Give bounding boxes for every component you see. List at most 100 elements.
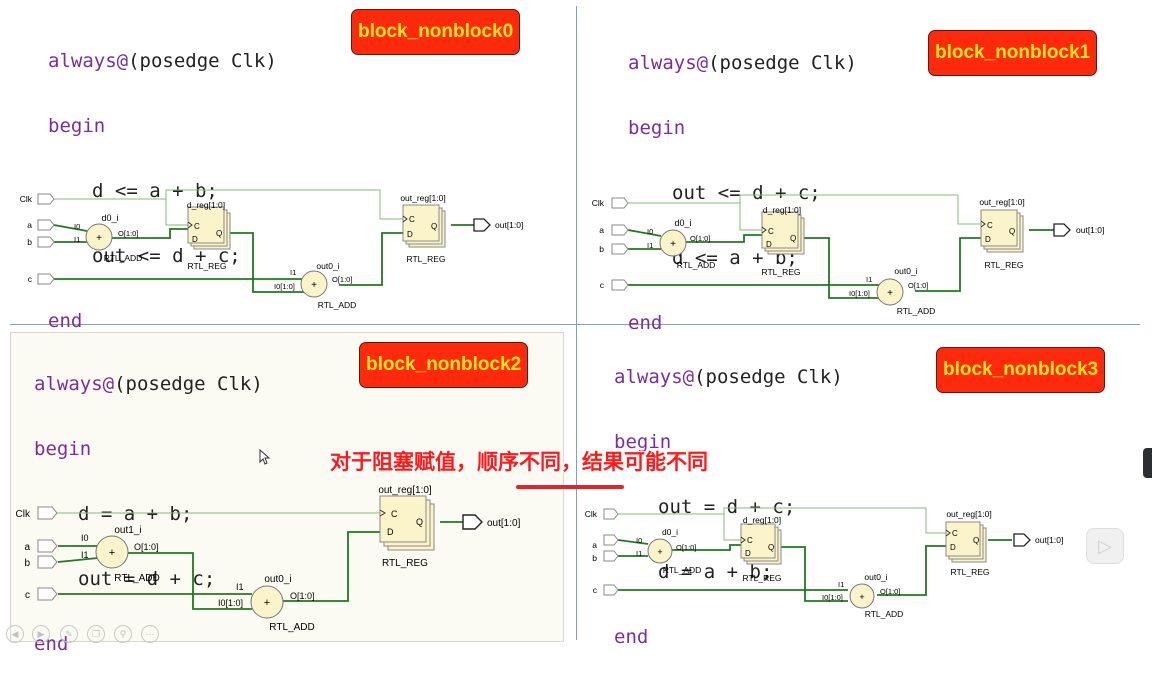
adder-type: RTL_ADD xyxy=(318,300,357,310)
register-type: RTL_REG xyxy=(187,261,226,271)
adder-pin-o: O[1:0] xyxy=(676,543,696,552)
clk-port-label: Clk xyxy=(585,509,598,519)
adder-symbol: + xyxy=(264,597,270,609)
register-pin-q: Q xyxy=(768,543,774,552)
search-icon[interactable]: ⚲ xyxy=(114,625,132,643)
adder-type: RTL_ADD xyxy=(897,306,936,316)
register-instance: d_reg[1:0] xyxy=(187,200,225,210)
adder-pin-o: O[1:0] xyxy=(880,587,900,596)
code-line-4: out = d + c; xyxy=(78,567,216,590)
panel-1-badge: block_nonblock1 xyxy=(928,30,1098,76)
code-line-5: end xyxy=(48,309,83,332)
pen-icon[interactable]: ✎ xyxy=(60,625,78,643)
c-port-label: c xyxy=(593,585,598,595)
b-port-label: b xyxy=(24,558,30,569)
output-port-label: out[1:0] xyxy=(487,518,521,529)
register-instance: out_reg[1:0] xyxy=(979,197,1024,207)
adder-instance: out0_i xyxy=(264,574,291,585)
play-icon[interactable]: ▶ xyxy=(32,625,50,643)
code-line-3: out <= d + c; xyxy=(672,181,821,204)
code-line-5: end xyxy=(614,625,649,648)
adder-symbol: + xyxy=(670,239,676,250)
register-pin-d: D xyxy=(192,235,198,244)
register-pin-q: Q xyxy=(431,222,437,231)
adder-symbol: + xyxy=(657,547,662,557)
panel-1-schematic: Clk a b c + d0_i I0 I1 O[1:0] RTL_ADD d_… xyxy=(592,194,1104,316)
adder-pin-i1: I1 xyxy=(647,241,653,250)
c-port-label: c xyxy=(28,274,33,284)
adder-pin-o: O[1:0] xyxy=(118,229,138,238)
panel-3-badge: block_nonblock3 xyxy=(936,347,1106,393)
adder-symbol: + xyxy=(311,280,317,291)
register-type: RTL_REG xyxy=(742,573,781,583)
register-pin-c: C xyxy=(768,227,774,236)
code-line-2: begin xyxy=(628,116,686,139)
panel-2-badge: block_nonblock2 xyxy=(359,342,529,388)
adder-pin-i0: I0 xyxy=(74,222,80,231)
register-type: RTL_REG xyxy=(406,254,445,264)
b-port-label: b xyxy=(27,237,32,247)
adder-pin-i1: I1 xyxy=(866,275,872,284)
register-instance: out_reg[1:0] xyxy=(378,485,432,496)
adder-type: RTL_ADD xyxy=(114,573,159,584)
c-port-label: c xyxy=(600,280,605,290)
side-play-button[interactable]: ▷ xyxy=(1086,528,1124,564)
adder-pin-i1: I1 xyxy=(290,268,296,277)
register-pin-c: C xyxy=(987,221,993,230)
video-subtitle: 对于阻塞赋值，顺序不同，结果可能不同 xyxy=(330,450,708,474)
adder-symbol: + xyxy=(109,547,115,559)
code-line-5: end xyxy=(628,311,663,334)
adder-pin-i0: I0 xyxy=(636,536,642,545)
register-pin-d: D xyxy=(387,527,394,537)
adder-instance: d0_i xyxy=(662,527,678,537)
copy-icon[interactable]: ❐ xyxy=(87,625,105,643)
register-pin-d: D xyxy=(950,543,956,552)
adder-pin-o: O[1:0] xyxy=(332,275,352,284)
code-line-1: always@(posedge Clk) xyxy=(34,372,263,395)
adder-pin-i0: I0[1:0] xyxy=(274,282,295,291)
back-icon[interactable]: ◀ xyxy=(6,625,24,643)
adder-pin-i0: I0 xyxy=(81,533,89,543)
code-line-2: begin xyxy=(614,430,672,453)
register-pin-c: C xyxy=(409,215,415,224)
clk-port-label: Clk xyxy=(592,198,605,208)
adder-symbol: + xyxy=(887,288,893,299)
b-port-label: b xyxy=(592,553,597,563)
horizontal-divider xyxy=(10,324,1140,325)
adder-symbol: + xyxy=(96,233,102,244)
adder-type: RTL_ADD xyxy=(677,260,716,270)
register-pin-d: D xyxy=(745,549,751,558)
adder-type: RTL_ADD xyxy=(865,609,904,619)
output-port-label: out[1:0] xyxy=(1035,535,1063,545)
clk-port-label: Clk xyxy=(20,194,33,204)
code-line-4: d = a + b; xyxy=(658,560,773,583)
panel-0-schematic: Clk a b c + d0_i I0 I1 O[1:0] RTL_ADD d_… xyxy=(20,189,523,310)
play-icon: ▷ xyxy=(1098,536,1112,556)
adder-pin-i0: I0[1:0] xyxy=(218,598,243,608)
adder-pin-o: O[1:0] xyxy=(690,234,710,243)
panel-3-code: always@(posedge Clk) begin out = d + c; … xyxy=(614,328,843,686)
register-type: RTL_REG xyxy=(950,567,989,577)
register-type: RTL_REG xyxy=(761,267,800,277)
panel-3-schematic: Clk a b c + d0_i I0 I1 O[1:0] RTL_ADD d_… xyxy=(585,507,1063,619)
mouse-cursor-icon xyxy=(259,449,271,465)
adder-pin-i0: I0[1:0] xyxy=(822,593,843,602)
more-icon[interactable]: ⋯ xyxy=(141,625,159,643)
clk-port-label: Clk xyxy=(16,509,31,520)
code-line-3: out = d + c; xyxy=(658,495,796,518)
register-instance: d_reg[1:0] xyxy=(743,515,781,525)
adder-instance: out0_i xyxy=(864,572,887,582)
code-line-1: always@(posedge Clk) xyxy=(614,365,843,388)
adder-instance: out0_i xyxy=(316,261,339,271)
adder-pin-o: O[1:0] xyxy=(134,542,159,552)
adder-instance: out0_i xyxy=(894,266,917,276)
a-port-label: a xyxy=(27,220,32,230)
adder-instance: d0_i xyxy=(674,218,691,228)
adder-symbol: + xyxy=(859,592,864,602)
code-line-1: always@(posedge Clk) xyxy=(48,49,277,72)
adder-pin-i1: I1 xyxy=(236,582,244,592)
a-port-label: a xyxy=(599,225,604,235)
side-panel-tab[interactable] xyxy=(1143,448,1152,478)
adder-pin-i1: I1 xyxy=(636,549,642,558)
register-instance: d_reg[1:0] xyxy=(763,205,801,215)
